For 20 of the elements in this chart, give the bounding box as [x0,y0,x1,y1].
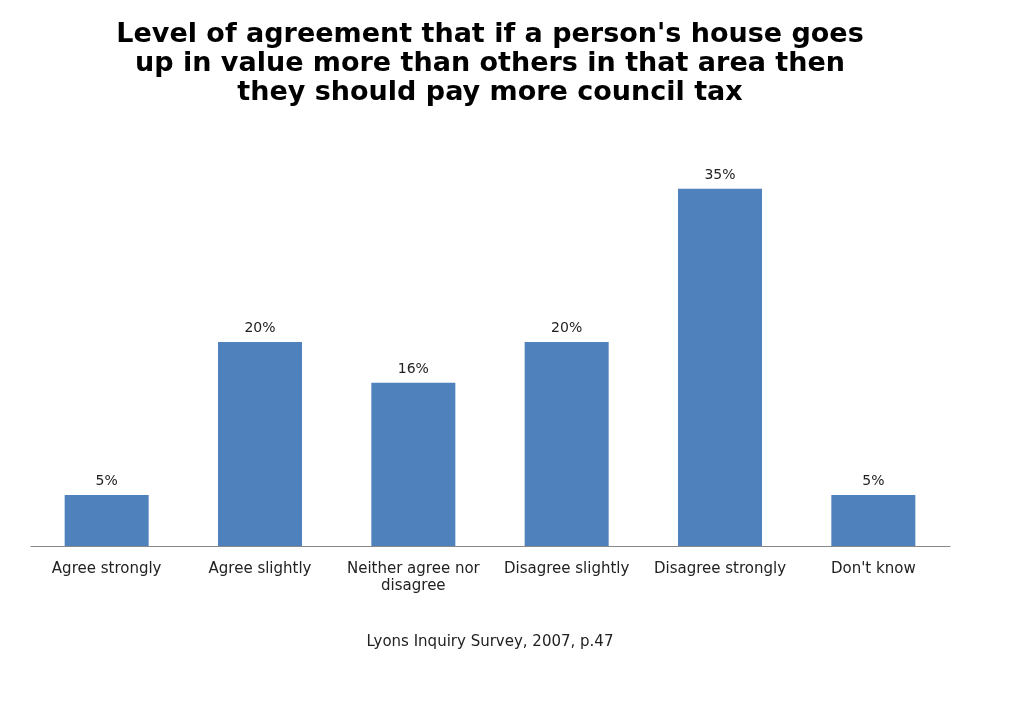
x-tick-label: Agree slightly [208,558,312,577]
bar [371,382,456,546]
data-label: 5% [95,471,118,488]
data-label: 5% [862,471,885,488]
x-tick-label: Disagree strongly [653,558,787,577]
x-tick-label: Neither agree nor disagree [346,558,481,594]
bar [678,188,762,546]
data-label: 16% [397,359,429,376]
bar [64,494,149,546]
x-tick-label: Disagree slightly [503,558,630,577]
x-tick-label: Agree strongly [51,558,162,577]
bar [524,341,609,546]
data-label: 20% [244,318,276,335]
data-label: 35% [704,165,736,182]
text: Lyons Inquiry Survey, 2007, p.47 [366,632,614,650]
bar [831,494,916,546]
bar [218,341,302,546]
chart-title: Level of agreement that if a person's house goes up in value more than others in that area then they should pay more council tax [116,17,864,106]
data-label: 20% [551,318,583,335]
x-tick-label: Don't know [831,558,916,577]
